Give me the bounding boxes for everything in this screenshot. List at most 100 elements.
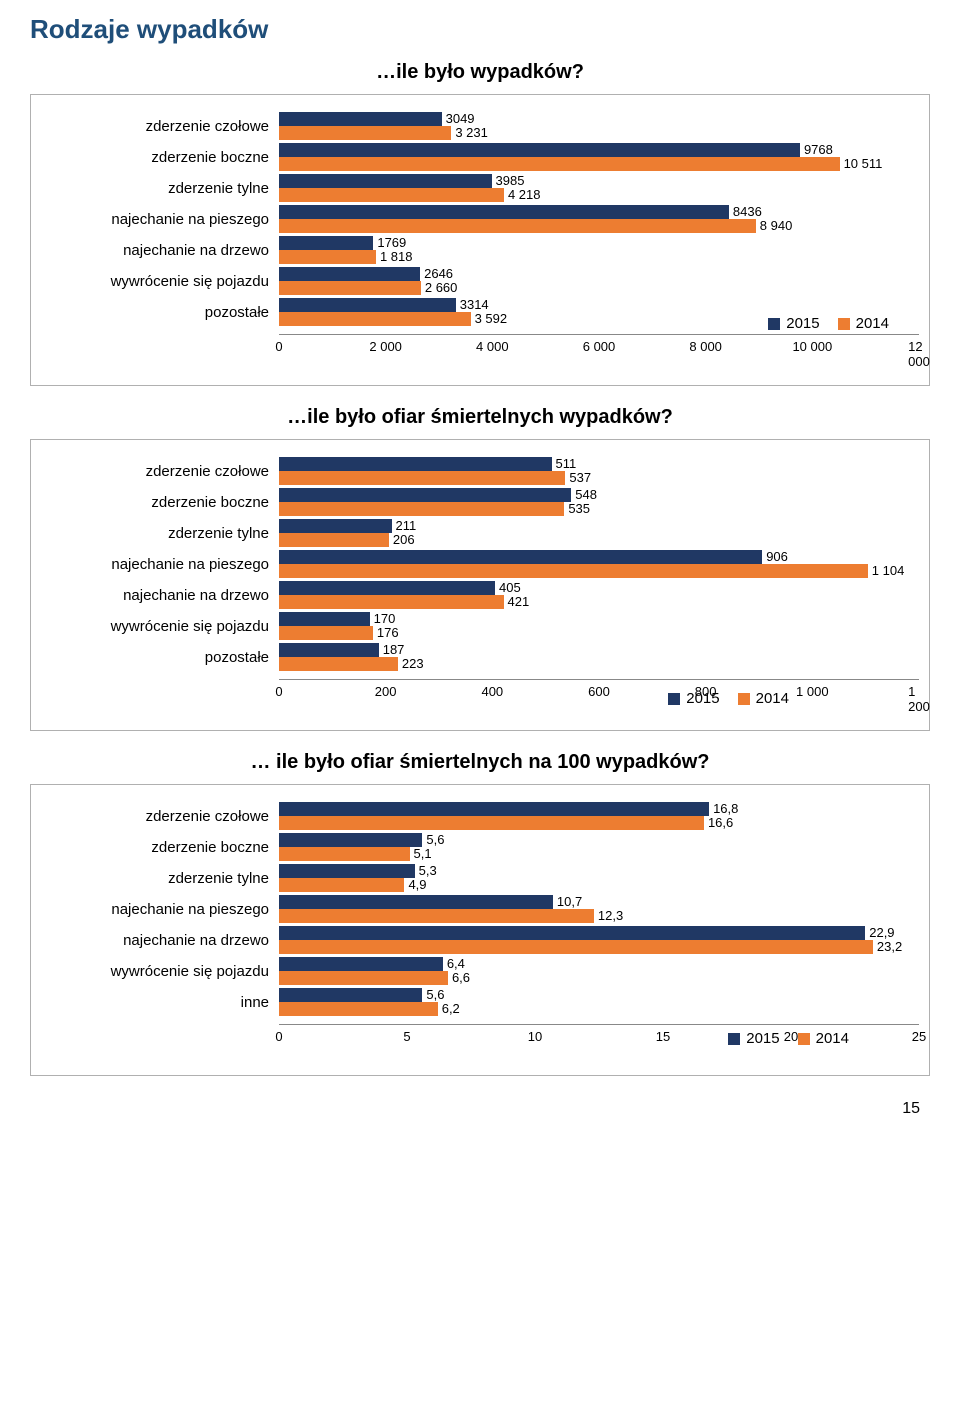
bars-cell: 22,923,2 [279, 926, 911, 954]
bar-2015: 2646 [279, 267, 420, 281]
bars-cell: 26462 660 [279, 267, 911, 295]
chart-row: zderzenie boczne 5,6 5,1 [49, 833, 911, 861]
chart-row: zderzenie tylne211206 [49, 519, 911, 547]
value-label-2015: 211 [396, 518, 417, 533]
bar-2015: 3985 [279, 174, 492, 188]
bar-2015: 170 [279, 612, 370, 626]
bar-2015: 6,4 [279, 957, 443, 971]
bars-cell: 548535 [279, 488, 911, 516]
category-label: inne [49, 994, 279, 1011]
bars-cell: 9061 104 [279, 550, 911, 578]
value-label-2015: 511 [556, 456, 577, 471]
value-label-2014: 6,2 [442, 1001, 460, 1016]
bar-2015: 187 [279, 643, 379, 657]
bar-2014: 421 [279, 595, 504, 609]
chart-row: zderzenie czołowe16,816,6 [49, 802, 911, 830]
bars-cell: 405421 [279, 581, 911, 609]
value-label-2014: 2 660 [425, 280, 458, 295]
value-label-2014: 176 [377, 625, 399, 640]
category-label: najechanie na drzewo [49, 242, 279, 259]
legend-item: 2015 [768, 315, 819, 332]
category-label: zderzenie boczne [49, 149, 279, 166]
bar-2015: 1769 [279, 236, 373, 250]
x-axis: 02 0004 0006 0008 00010 00012 000 [279, 334, 919, 357]
chart-row: zderzenie tylne5,34,9 [49, 864, 911, 892]
category-label: zderzenie boczne [49, 839, 279, 856]
value-label-2014: 4,9 [408, 877, 426, 892]
value-label-2015: 170 [374, 611, 396, 626]
value-label-2014: 1 818 [380, 249, 413, 264]
x-tick: 10 000 [792, 335, 832, 354]
bar-2015: 548 [279, 488, 571, 502]
legend-label: 2015 [746, 1030, 779, 1047]
chart-box: zderzenie czołowe16,816,6 zderzenie boczn… [30, 784, 930, 1076]
value-label-2014: 537 [569, 470, 591, 485]
legend-swatch [668, 693, 680, 705]
value-label-2015: 906 [766, 549, 788, 564]
value-label-2015: 6,4 [447, 956, 465, 971]
value-label-2014: 6,6 [452, 970, 470, 985]
value-label-2015: 5,6 [426, 832, 444, 847]
legend: 20152014 [728, 1030, 849, 1047]
category-label: wywrócenie się pojazdu [49, 963, 279, 980]
legend-swatch [738, 693, 750, 705]
legend-item: 2014 [838, 315, 889, 332]
value-label-2014: 8 940 [760, 218, 793, 233]
bar-2014: 23,2 [279, 940, 873, 954]
category-label: zderzenie czołowe [49, 808, 279, 825]
value-label-2015: 3049 [446, 111, 475, 126]
chart-row: zderzenie boczne548535 [49, 488, 911, 516]
value-label-2015: 187 [383, 642, 405, 657]
bars-cell: 6,46,6 [279, 957, 911, 985]
bar-2014: 10 511 [279, 157, 840, 171]
value-label-2014: 23,2 [877, 939, 902, 954]
chart-row: zderzenie czołowe511537 [49, 457, 911, 485]
bar-2014: 5,1 [279, 847, 410, 861]
category-label: najechanie na pieszego [49, 556, 279, 573]
value-label-2015: 9768 [804, 142, 833, 157]
bar-2015: 9768 [279, 143, 800, 157]
x-tick: 10 [528, 1025, 542, 1044]
bar-2014: 4 218 [279, 188, 504, 202]
x-axis: 02004006008001 0001 200 [279, 679, 919, 702]
value-label-2015: 1769 [377, 235, 406, 250]
legend-label: 2014 [856, 315, 889, 332]
value-label-2015: 3985 [496, 173, 525, 188]
category-label: wywrócenie się pojazdu [49, 273, 279, 290]
value-label-2014: 1 104 [872, 563, 905, 578]
category-label: najechanie na pieszego [49, 901, 279, 918]
chart-row: najechanie na pieszego9061 104 [49, 550, 911, 578]
bars-cell: 30493 231 [279, 112, 911, 140]
category-label: wywrócenie się pojazdu [49, 618, 279, 635]
value-label-2014: 12,3 [598, 908, 623, 923]
x-tick: 5 [403, 1025, 410, 1044]
chart-box: zderzenie czołowe30493 231zderzenie bocz… [30, 94, 930, 386]
legend-swatch [838, 318, 850, 330]
bar-2015: 511 [279, 457, 552, 471]
bar-2014: 2 660 [279, 281, 421, 295]
x-tick: 0 [275, 335, 282, 354]
bars-cell: 187223 [279, 643, 911, 671]
bar-2015: 906 [279, 550, 762, 564]
bar-2015: 16,8 [279, 802, 709, 816]
chart-box: zderzenie czołowe511537 zderzenie boczne5… [30, 439, 930, 731]
bar-2015: 3314 [279, 298, 456, 312]
bars-cell: 84368 940 [279, 205, 911, 233]
chart-row: najechanie na pieszego10,7 12,3 [49, 895, 911, 923]
bars-cell: 5,66,2 [279, 988, 911, 1016]
bar-2015: 211 [279, 519, 392, 533]
chart-title: …ile było wypadków? [30, 61, 930, 84]
category-label: najechanie na pieszego [49, 211, 279, 228]
chart-row: zderzenie boczne976810 511 [49, 143, 911, 171]
value-label-2014: 223 [402, 656, 424, 671]
chart-row: najechanie na drzewo405421 [49, 581, 911, 609]
x-tick: 400 [481, 680, 503, 699]
chart-row: wywrócenie się pojazdu26462 660 [49, 267, 911, 295]
bar-2015: 10,7 [279, 895, 553, 909]
x-tick: 15 [656, 1025, 670, 1044]
value-label-2015: 5,6 [426, 987, 444, 1002]
bar-2014: 1 818 [279, 250, 376, 264]
bar-2014: 1 104 [279, 564, 868, 578]
x-tick: 4 000 [476, 335, 509, 354]
bar-2015: 405 [279, 581, 495, 595]
